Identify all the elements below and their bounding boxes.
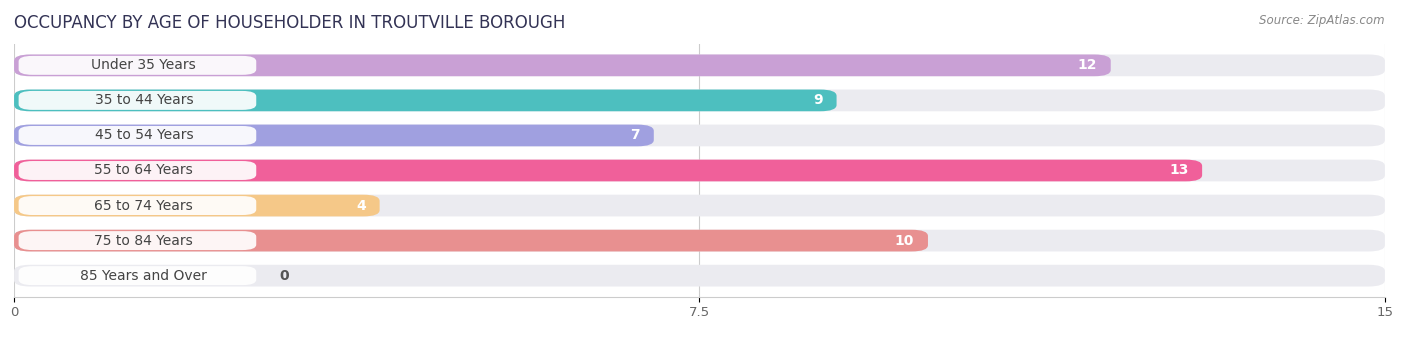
Text: 35 to 44 Years: 35 to 44 Years bbox=[94, 93, 193, 107]
FancyBboxPatch shape bbox=[14, 160, 1385, 181]
Text: 65 to 74 Years: 65 to 74 Years bbox=[94, 198, 193, 212]
FancyBboxPatch shape bbox=[14, 230, 928, 251]
FancyBboxPatch shape bbox=[18, 91, 256, 110]
FancyBboxPatch shape bbox=[18, 231, 256, 250]
FancyBboxPatch shape bbox=[14, 90, 1385, 111]
FancyBboxPatch shape bbox=[14, 90, 837, 111]
Text: OCCUPANCY BY AGE OF HOUSEHOLDER IN TROUTVILLE BOROUGH: OCCUPANCY BY AGE OF HOUSEHOLDER IN TROUT… bbox=[14, 14, 565, 32]
Text: 12: 12 bbox=[1077, 58, 1097, 72]
Text: 45 to 54 Years: 45 to 54 Years bbox=[94, 129, 193, 143]
FancyBboxPatch shape bbox=[14, 124, 1385, 146]
FancyBboxPatch shape bbox=[18, 266, 256, 285]
FancyBboxPatch shape bbox=[14, 160, 1202, 181]
FancyBboxPatch shape bbox=[14, 124, 654, 146]
FancyBboxPatch shape bbox=[18, 196, 256, 215]
FancyBboxPatch shape bbox=[14, 55, 1111, 76]
FancyBboxPatch shape bbox=[14, 230, 1385, 251]
FancyBboxPatch shape bbox=[18, 161, 256, 180]
FancyBboxPatch shape bbox=[14, 55, 1385, 76]
Text: 13: 13 bbox=[1168, 163, 1188, 178]
Text: 9: 9 bbox=[813, 93, 823, 107]
Text: 55 to 64 Years: 55 to 64 Years bbox=[94, 163, 193, 178]
Text: Source: ZipAtlas.com: Source: ZipAtlas.com bbox=[1260, 14, 1385, 27]
FancyBboxPatch shape bbox=[14, 195, 1385, 217]
Text: 0: 0 bbox=[280, 269, 288, 283]
FancyBboxPatch shape bbox=[14, 195, 380, 217]
Text: 4: 4 bbox=[356, 198, 366, 212]
FancyBboxPatch shape bbox=[18, 126, 256, 145]
Text: 7: 7 bbox=[630, 129, 640, 143]
Text: Under 35 Years: Under 35 Years bbox=[91, 58, 197, 72]
Text: 75 to 84 Years: 75 to 84 Years bbox=[94, 234, 193, 248]
Text: 85 Years and Over: 85 Years and Over bbox=[80, 269, 207, 283]
FancyBboxPatch shape bbox=[18, 56, 256, 75]
Text: 10: 10 bbox=[894, 234, 914, 248]
FancyBboxPatch shape bbox=[14, 265, 1385, 286]
